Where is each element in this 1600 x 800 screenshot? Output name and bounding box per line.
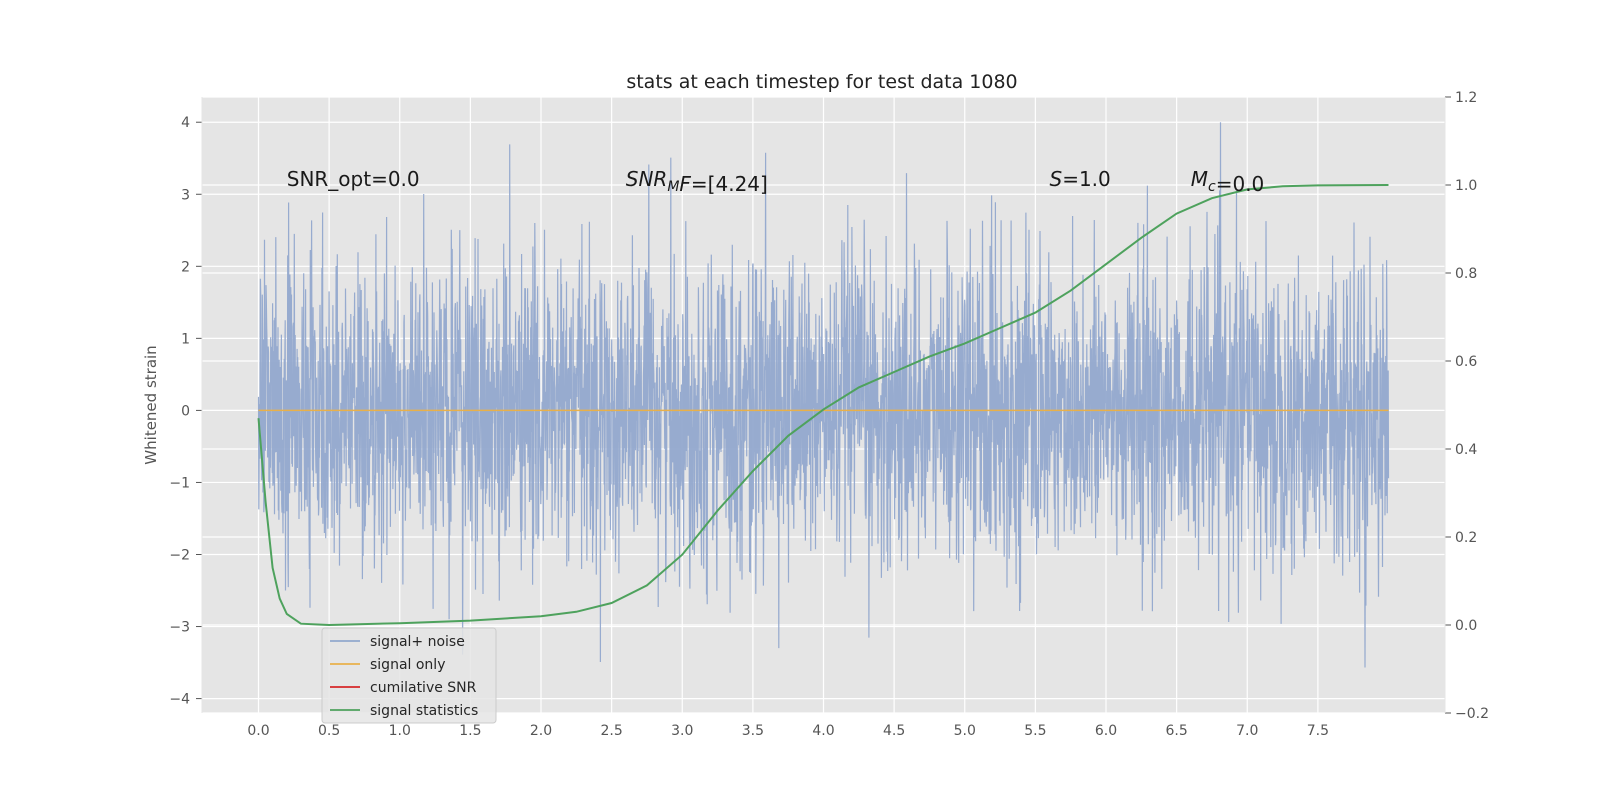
x-tick-label: 1.0 [389, 723, 411, 739]
y-tick-label: 4 [181, 115, 190, 131]
legend-label-1: signal only [370, 657, 445, 673]
x-tick-label: 3.5 [742, 723, 764, 739]
x-tick-label: 7.0 [1236, 723, 1258, 739]
x-tick-label: 5.5 [1024, 723, 1046, 739]
y-tick-label: −3 [169, 620, 190, 636]
chart-title: stats at each timestep for test data 108… [626, 71, 1017, 93]
x-tick-label: 2.0 [530, 723, 552, 739]
x-tick-label: 6.0 [1095, 723, 1117, 739]
axes: 0.0 0.5 1.0 1.5 2.0 2.5 3.0 3.5 4.0 4.5 5.0 5.5 6.0 6… [169, 90, 1489, 739]
x-tick-label: 0.0 [247, 723, 269, 739]
y2-tick-label: 0.2 [1455, 530, 1477, 546]
signal-noise-series [257, 122, 1390, 668]
signal-noise-line [257, 122, 1390, 668]
legend-box [321, 627, 497, 724]
x-tick-label: 2.5 [600, 723, 622, 739]
x-tick-label: 6.5 [1165, 723, 1187, 739]
annotation-snr_opt: SNR_opt=0.0 [287, 167, 420, 191]
y-tick-label: 0 [181, 403, 190, 419]
y-tick-label: −4 [169, 692, 190, 708]
series-lines [257, 184, 1389, 627]
x-tick-label: 7.5 [1307, 723, 1329, 739]
y2-tick-label: −0.2 [1455, 706, 1489, 722]
y-axis-label: Whitened strain [142, 345, 160, 464]
y2-tick-label: 0.4 [1455, 442, 1477, 458]
x-tick-label: 0.5 [318, 723, 340, 739]
y-tick-label: 2 [181, 259, 190, 275]
y2-tick-label: 1.2 [1455, 90, 1477, 106]
x-tick-label: 4.0 [812, 723, 834, 739]
x-tick-label: 5.0 [954, 723, 976, 739]
legend: signal+ noise signal only cumilative SNR si… [321, 627, 497, 724]
series-line-3 [257, 184, 1389, 627]
y-tick-label: −2 [169, 547, 190, 563]
y-tick-label: 1 [181, 331, 190, 347]
y-tick-label: 3 [181, 187, 190, 203]
x-tick-label: 1.5 [459, 723, 481, 739]
x-tick-label: 4.5 [883, 723, 905, 739]
y2-tick-label: 1.0 [1455, 178, 1477, 194]
y2-tick-label: 0.0 [1455, 618, 1477, 634]
x-tick-label: 3.0 [671, 723, 693, 739]
legend-label-2: cumilative SNR [370, 680, 477, 696]
legend-label-3: signal statistics [370, 703, 478, 719]
annotation-snr_mf: SNRMF=[4.24] [626, 167, 768, 196]
y-tick-label: −1 [169, 475, 190, 491]
annotation-s_stat: S=1.0 [1050, 167, 1111, 191]
annotations: SNR_opt=0.0 SNRMF=[4.24] S=1.0 Mc=0.0 [287, 167, 1265, 196]
annotation-mc: Mc=0.0 [1191, 167, 1265, 196]
y2-tick-label: 0.8 [1455, 266, 1477, 282]
legend-label-0: signal+ noise [370, 634, 465, 650]
y2-tick-label: 0.6 [1455, 354, 1477, 370]
